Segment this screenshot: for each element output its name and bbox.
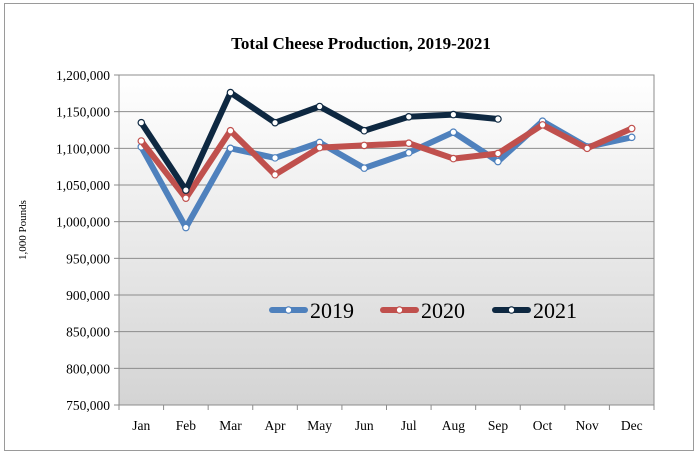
legend-marker-2020 (395, 306, 404, 314)
data-point-2019 (226, 144, 235, 153)
data-point-2021 (360, 126, 369, 135)
data-point-2021 (226, 88, 235, 97)
data-point-2020 (404, 139, 413, 148)
y-tick-label: 1,200,000 (56, 68, 110, 83)
data-point-2021 (182, 186, 190, 194)
x-tick-label: Oct (533, 418, 553, 433)
data-point-2021 (404, 113, 413, 121)
x-tick-label: Jan (132, 418, 150, 433)
data-point-2020 (226, 126, 235, 135)
y-tick-label: 800,000 (66, 361, 110, 376)
legend: 2019 2020 2021 (269, 298, 577, 323)
data-point-2019 (494, 157, 502, 166)
chart-svg: Total Cheese Production, 2019-2021 1,000… (17, 34, 655, 433)
chart-title: Total Cheese Production, 2019-2021 (231, 34, 491, 53)
data-point-2020 (627, 124, 636, 133)
data-point-2020 (315, 143, 324, 152)
x-tick-label: Mar (219, 418, 242, 433)
data-point-2020 (494, 149, 502, 158)
data-point-2021 (315, 102, 324, 111)
data-point-2020 (360, 141, 369, 150)
chart-frame: Total Cheese Production, 2019-2021 1,000… (4, 3, 694, 451)
x-tick-label: Sep (488, 418, 509, 433)
y-axis-label: 1,000 Pounds (17, 200, 29, 260)
y-tick-label: 1,100,000 (56, 141, 110, 156)
legend-label-2019: 2019 (310, 298, 354, 323)
x-tick-label: May (307, 418, 332, 433)
data-point-2020 (449, 154, 458, 163)
data-point-2020 (583, 144, 591, 153)
legend-label-2021: 2021 (533, 298, 577, 323)
x-tick-label: Apr (265, 418, 286, 433)
series-line-2020 (138, 121, 635, 202)
data-point-2021 (137, 118, 146, 127)
y-tick-label: 850,000 (66, 325, 110, 340)
data-point-2021 (494, 115, 502, 123)
plot-area (118, 74, 655, 406)
x-axis-ticks: Jan Feb Mar Apr May Jun Jul Aug Sep Oct Nov Dec (118, 405, 655, 433)
data-point-2020 (182, 194, 190, 203)
legend-label-2020: 2020 (421, 298, 465, 323)
data-point-2019 (271, 154, 279, 162)
y-tick-label: 750,000 (66, 398, 110, 413)
y-axis-ticks: 750,000 800,000 850,000 900,000 950,000 1,000… (56, 68, 119, 413)
x-tick-label: Dec (621, 418, 643, 433)
data-point-2019 (449, 128, 458, 137)
data-point-2021 (271, 118, 279, 127)
x-tick-label: Feb (176, 418, 197, 433)
x-tick-label: Jun (355, 418, 374, 433)
data-point-2019 (182, 223, 190, 232)
data-point-2020 (271, 170, 279, 179)
y-tick-label: 1,050,000 (56, 178, 110, 193)
legend-marker-2021 (507, 306, 516, 314)
data-point-2021 (449, 110, 458, 119)
y-tick-label: 900,000 (66, 288, 110, 303)
data-point-2020 (137, 137, 146, 145)
data-point-2019 (404, 148, 413, 157)
y-tick-label: 1,000,000 (56, 215, 110, 230)
x-tick-label: Jul (401, 418, 417, 433)
y-tick-label: 950,000 (66, 251, 110, 266)
x-tick-label: Nov (576, 418, 599, 433)
data-point-2019 (360, 164, 369, 172)
data-point-2020 (538, 121, 547, 129)
grid-lines (119, 111, 654, 369)
data-point-2019 (627, 133, 636, 142)
y-tick-label: 1,150,000 (56, 105, 110, 120)
legend-marker-2019 (284, 306, 293, 314)
x-tick-label: Aug (442, 418, 465, 433)
series-lines (137, 88, 636, 232)
